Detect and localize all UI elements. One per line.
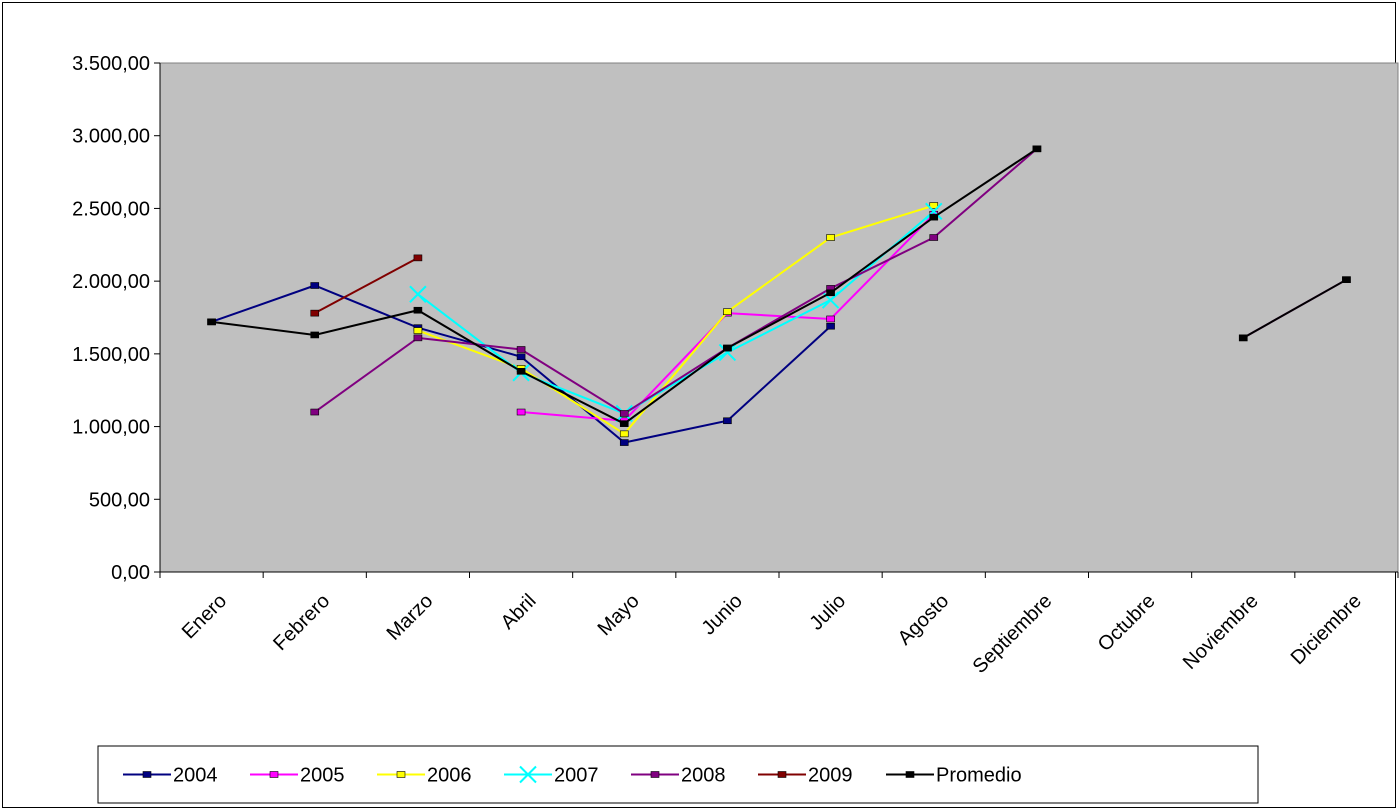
legend-item-2008: 2008 — [631, 765, 726, 787]
series-line — [417, 210, 935, 415]
y-tick-label: 1.000,00 — [72, 417, 150, 439]
legend-marker — [142, 771, 152, 778]
series-line — [1242, 278, 1347, 339]
x-tick-label: Junio — [698, 590, 747, 639]
legend-item-2005: 2005 — [250, 765, 345, 787]
series-line — [314, 148, 1038, 415]
x-tick-label: Abril — [497, 590, 541, 634]
data-point — [718, 343, 737, 362]
legend-label: 2005 — [300, 765, 345, 787]
legend-marker — [777, 771, 787, 778]
data-point — [619, 439, 629, 446]
data-point — [723, 344, 732, 352]
x-tick-label: Julio — [805, 590, 850, 635]
legend-marker — [650, 771, 660, 778]
y-tick-label: 1.500,00 — [72, 344, 150, 366]
legend: 2004 2005 2006 2007 2008 2009 Promedio — [97, 745, 1259, 804]
y-tick-label: 500,00 — [89, 489, 150, 511]
y-axis: 0,00 500,00 1.000,00 1.500,00 2.000,00 2.500,… — [72, 53, 161, 584]
series-promedio — [207, 145, 1351, 427]
x-tick-label: Febrero — [269, 590, 334, 655]
legend-marker — [519, 765, 537, 784]
data-point — [310, 408, 320, 416]
data-point — [516, 346, 526, 353]
data-point — [413, 254, 423, 262]
x-tick-label: Enero — [178, 590, 231, 643]
x-tick-label: Diciembre — [1287, 590, 1366, 669]
y-tick-label: 0,00 — [111, 562, 150, 584]
data-point — [826, 289, 835, 297]
data-point — [413, 327, 423, 334]
data-point — [1032, 145, 1042, 153]
data-point — [1238, 334, 1248, 342]
data-point — [413, 334, 423, 342]
x-tick-label: Marzo — [383, 590, 438, 645]
data-point — [516, 353, 526, 361]
legend-label: Promedio — [936, 765, 1022, 787]
data-point — [516, 408, 526, 416]
legend-marker — [269, 771, 279, 778]
legend-item-2004: 2004 — [123, 765, 218, 787]
x-tick-label: Mayo — [594, 590, 644, 640]
x-tick-label: Noviembre — [1179, 590, 1263, 674]
x-tick-label: Agosto — [894, 590, 954, 650]
data-point — [619, 420, 629, 427]
legend-marker — [905, 771, 915, 778]
legend-label: 2009 — [808, 765, 853, 787]
x-tick-label: Septiembre — [969, 590, 1057, 678]
data-point — [1342, 276, 1351, 283]
legend-item-2007: 2007 — [504, 765, 599, 787]
legend-item-2006: 2006 — [377, 765, 472, 787]
x-tick-label: Octubre — [1094, 590, 1160, 656]
series-2009 — [310, 254, 423, 317]
legend-item-promedio: Promedio — [886, 765, 1022, 787]
data-point — [723, 308, 732, 315]
legend-label: 2004 — [173, 765, 218, 787]
data-point — [826, 322, 835, 330]
legend-label: 2008 — [681, 765, 726, 787]
data-point — [826, 234, 835, 241]
data-point — [619, 430, 629, 438]
data-point — [310, 282, 320, 289]
y-tick-label: 2.000,00 — [72, 271, 150, 293]
legend-label: 2007 — [554, 765, 599, 787]
y-tick-label: 2.500,00 — [72, 198, 150, 220]
data-point — [826, 315, 835, 323]
data-point — [929, 234, 939, 241]
x-axis: Enero Febrero Marzo Abril Mayo Junio Julio Agos… — [159, 571, 1399, 678]
data-point — [929, 202, 939, 209]
data-point — [207, 318, 216, 326]
data-point — [925, 202, 943, 221]
data-point — [409, 285, 427, 303]
data-point — [723, 417, 732, 425]
legend-label: 2006 — [427, 765, 472, 787]
series-layer — [207, 145, 1351, 446]
data-point — [929, 213, 939, 221]
legend-marker — [396, 771, 406, 778]
data-point — [413, 306, 423, 314]
data-point — [310, 309, 320, 317]
data-point — [516, 368, 526, 375]
data-point — [310, 331, 320, 339]
series-line — [314, 256, 419, 315]
y-tick-label: 3.000,00 — [72, 126, 150, 148]
legend-item-2009: 2009 — [758, 765, 853, 787]
y-tick-label: 3.500,00 — [72, 53, 150, 75]
data-point — [619, 410, 629, 417]
